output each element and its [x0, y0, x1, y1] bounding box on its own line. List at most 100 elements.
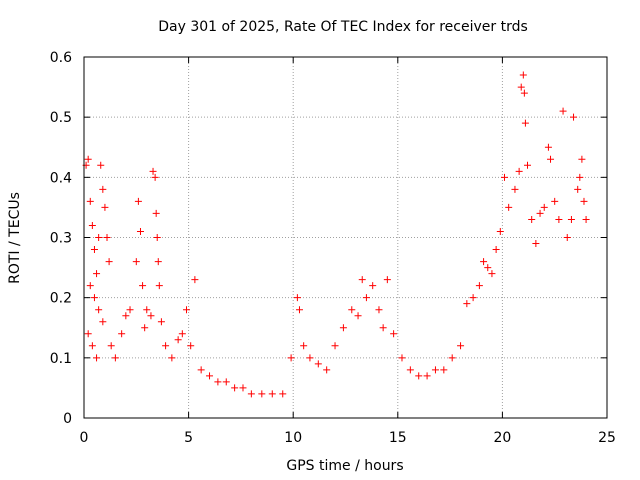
- y-axis-label: ROTI / TECUs: [7, 192, 23, 284]
- data-point: [95, 234, 103, 241]
- data-point: [293, 294, 301, 302]
- data-point: [406, 366, 414, 374]
- axis-ticks: 0 5 10 15 20 25 0 0.1 0.2 0.3 0.4 0.5 0.6: [50, 50, 616, 446]
- data-point: [500, 173, 508, 181]
- grid-lines: [84, 57, 607, 418]
- data-point: [323, 366, 331, 374]
- data-point: [555, 215, 563, 223]
- data-point: [197, 366, 205, 374]
- data-point: [136, 227, 144, 235]
- data-point: [480, 258, 488, 266]
- data-point: [563, 234, 571, 241]
- data-point: [107, 342, 115, 350]
- data-point: [86, 197, 94, 205]
- data-point: [99, 318, 107, 326]
- y-tick-label: 0.1: [50, 351, 72, 367]
- data-point: [178, 330, 186, 338]
- data-point: [191, 276, 199, 284]
- data-point: [517, 83, 525, 91]
- data-point: [157, 318, 165, 326]
- data-point: [390, 330, 398, 338]
- data-point: [95, 306, 103, 314]
- data-point: [122, 312, 130, 320]
- data-point: [93, 354, 101, 362]
- data-point: [152, 209, 160, 217]
- data-points: [82, 71, 590, 398]
- data-point: [415, 372, 423, 380]
- x-tick-label: 20: [493, 430, 511, 446]
- data-point: [475, 282, 483, 290]
- data-point: [369, 282, 377, 290]
- data-point: [149, 167, 157, 175]
- data-point: [348, 306, 356, 314]
- data-point: [111, 354, 119, 362]
- data-point: [231, 384, 239, 392]
- data-point: [431, 366, 439, 374]
- y-tick-label: 0.4: [50, 170, 72, 186]
- data-point: [492, 246, 500, 254]
- data-point: [84, 330, 92, 338]
- data-point: [268, 390, 276, 398]
- data-point: [103, 234, 111, 241]
- data-point: [132, 258, 140, 266]
- data-point: [183, 306, 191, 314]
- x-tick-label: 10: [284, 430, 302, 446]
- data-point: [580, 197, 588, 205]
- y-tick-label: 0.2: [50, 291, 72, 307]
- data-point: [306, 354, 314, 362]
- data-point: [153, 234, 161, 241]
- data-point: [154, 258, 162, 266]
- data-point: [379, 324, 387, 332]
- data-point: [505, 203, 513, 211]
- data-point: [484, 264, 492, 272]
- data-point: [448, 354, 456, 362]
- data-point: [423, 372, 431, 380]
- data-point: [457, 342, 465, 350]
- data-point: [582, 215, 590, 223]
- data-point: [314, 360, 322, 368]
- data-point: [97, 161, 105, 169]
- data-point: [258, 390, 266, 398]
- data-point: [551, 197, 559, 205]
- data-point: [88, 221, 96, 229]
- data-point: [239, 384, 247, 392]
- data-point: [86, 282, 94, 290]
- data-point: [528, 215, 536, 223]
- data-point: [570, 113, 578, 121]
- data-point: [398, 354, 406, 362]
- data-point: [519, 71, 527, 79]
- data-point: [578, 155, 586, 163]
- data-point: [440, 366, 448, 374]
- data-point: [139, 282, 147, 290]
- data-point: [521, 119, 529, 127]
- y-tick-label: 0: [63, 411, 72, 427]
- data-point: [279, 390, 287, 398]
- data-point: [151, 173, 159, 181]
- y-tick-label: 0.6: [50, 50, 72, 66]
- data-point: [206, 372, 214, 380]
- data-point: [287, 354, 295, 362]
- data-point: [295, 306, 303, 314]
- data-point: [162, 342, 170, 350]
- data-point: [515, 167, 523, 175]
- data-point: [214, 378, 222, 386]
- data-point: [300, 342, 308, 350]
- data-point: [559, 107, 567, 115]
- data-point: [520, 89, 528, 97]
- data-point: [488, 270, 496, 278]
- data-point: [567, 215, 575, 223]
- data-point: [118, 330, 126, 338]
- data-point: [375, 306, 383, 314]
- data-point: [143, 306, 151, 314]
- data-point: [362, 294, 370, 302]
- data-point: [155, 282, 163, 290]
- data-point: [532, 240, 540, 248]
- data-point: [511, 185, 519, 193]
- data-point: [187, 342, 195, 350]
- x-axis-label: GPS time / hours: [286, 458, 403, 474]
- data-point: [99, 185, 107, 193]
- data-point: [339, 324, 347, 332]
- data-point: [168, 354, 176, 362]
- data-point: [524, 161, 532, 169]
